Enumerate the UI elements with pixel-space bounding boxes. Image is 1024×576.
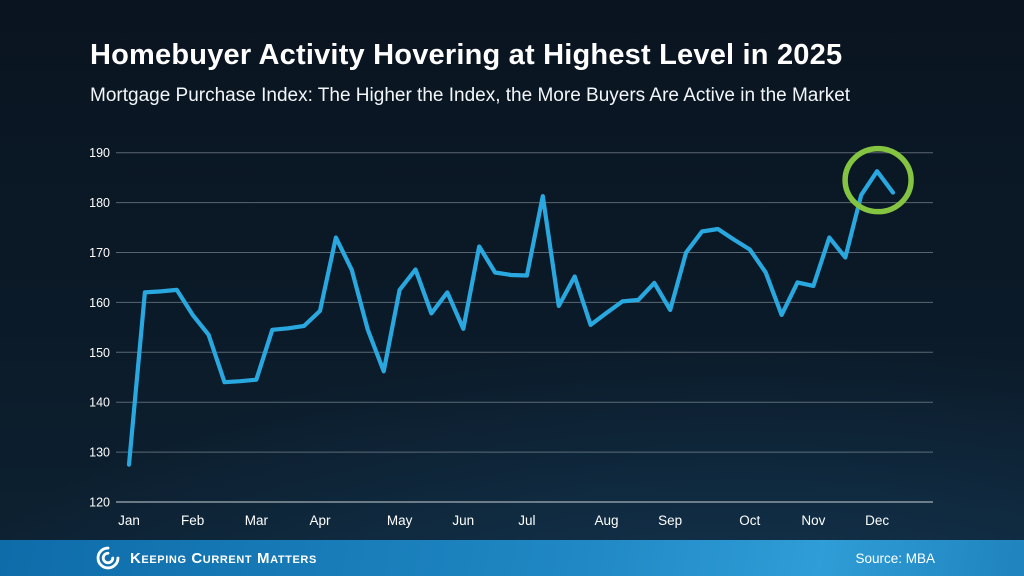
kcm-swirl-icon xyxy=(95,545,121,571)
peak-highlight-circle xyxy=(842,145,914,215)
x-axis-month-label: Aug xyxy=(594,513,618,528)
y-axis-tick-label: 180 xyxy=(89,196,110,210)
source-label: Source: MBA xyxy=(855,550,935,566)
x-axis-month-label: Jan xyxy=(118,513,140,528)
footer-bar: Keeping Current Matters Source: MBA xyxy=(0,540,1024,576)
x-axis-month-label: Oct xyxy=(739,513,760,528)
brand-name: Keeping Current Matters xyxy=(130,549,317,567)
y-axis-tick-label: 160 xyxy=(89,296,110,310)
x-axis-month-label: Feb xyxy=(181,513,204,528)
x-axis-month-label: Nov xyxy=(801,513,825,528)
x-axis-month-label: Dec xyxy=(865,513,889,528)
brand-lockup: Keeping Current Matters xyxy=(95,545,317,571)
x-axis-month-label: Jul xyxy=(518,513,535,528)
y-axis-tick-label: 120 xyxy=(89,496,110,510)
x-axis-month-label: May xyxy=(387,513,413,528)
page-title: Homebuyer Activity Hovering at Highest L… xyxy=(90,39,843,71)
y-axis-tick-label: 140 xyxy=(89,396,110,410)
y-axis-tick-label: 150 xyxy=(89,346,110,360)
y-axis-tick-label: 190 xyxy=(89,146,110,160)
x-axis-month-label: Sep xyxy=(658,513,682,528)
y-axis-tick-label: 130 xyxy=(89,446,110,460)
x-axis-month-label: Apr xyxy=(309,513,331,528)
line-chart: 190 180 170 160 150 140 130 120 Jan Feb Mar Apr May J… xyxy=(89,145,933,528)
x-axis-month-label: Jun xyxy=(452,513,474,528)
index-line-series xyxy=(126,169,896,467)
page-subtitle: Mortgage Purchase Index: The Higher the … xyxy=(90,85,851,106)
x-axis-month-label: Mar xyxy=(245,513,269,528)
y-axis-tick-label: 170 xyxy=(89,246,110,260)
